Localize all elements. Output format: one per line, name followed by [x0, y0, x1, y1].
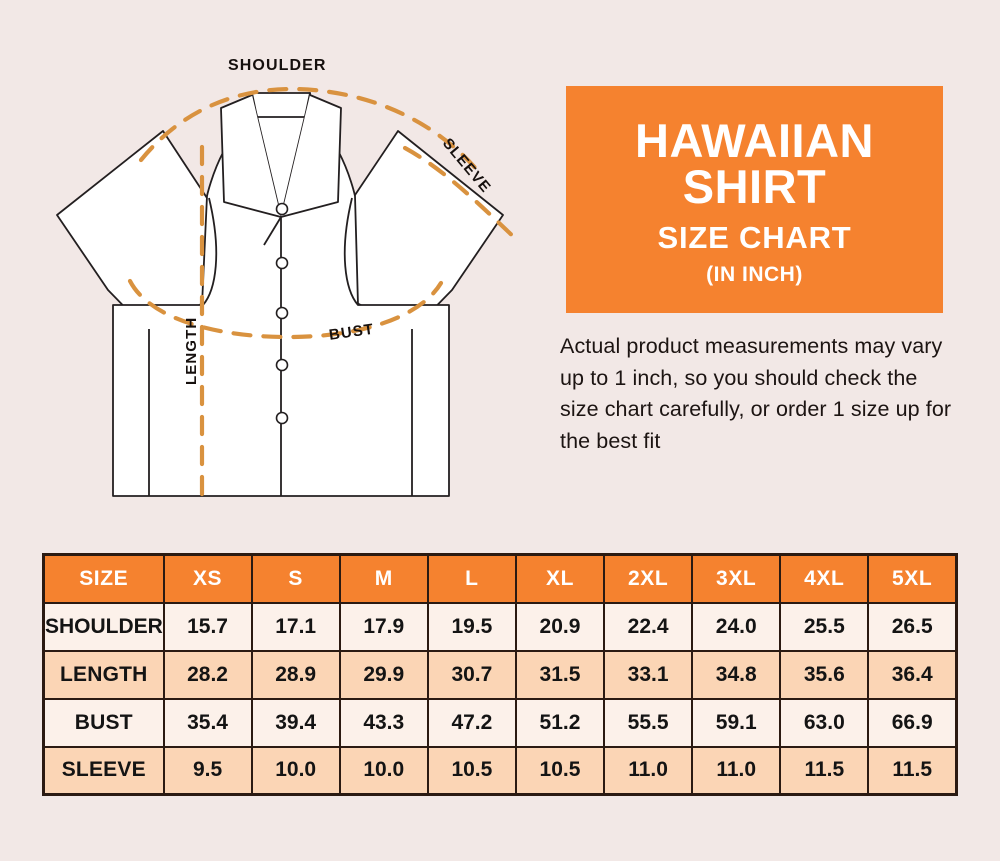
shirt-illustration	[56, 86, 520, 500]
button	[275, 411, 289, 425]
cell-length-4xl: 35.6	[779, 649, 870, 700]
cell-sleeve-5xl: 11.5	[867, 745, 958, 796]
button	[275, 306, 289, 320]
shoulder-label: SHOULDER	[228, 57, 327, 74]
left-armhole-seam	[202, 197, 218, 306]
button	[275, 256, 289, 270]
right-collar-fall	[280, 94, 342, 218]
cell-bust-m: 43.3	[338, 697, 429, 748]
length-label: LENGTH	[183, 316, 200, 385]
cell-length-5xl: 36.4	[867, 649, 958, 700]
row-label-sleeve: SLEEVE	[42, 745, 165, 796]
table-header: SIZE XS S M L XL 2XL 3XL 4XL 5XL	[42, 553, 958, 604]
table-body: SHOULDER 15.7 17.1 17.9 19.5 20.9 22.4 2…	[42, 601, 958, 796]
table-row: LENGTH 28.2 28.9 29.9 30.7 31.5 33.1 34.…	[42, 649, 958, 700]
cell-length-2xl: 33.1	[603, 649, 694, 700]
header-cell-s: S	[250, 553, 341, 604]
cell-length-l: 30.7	[426, 649, 517, 700]
row-label-bust: BUST	[42, 697, 165, 748]
cell-shoulder-xl: 20.9	[514, 601, 606, 652]
cell-shoulder-xs: 15.7	[162, 601, 253, 652]
title-unit: (IN INCH)	[706, 262, 803, 286]
cell-shoulder-s: 17.1	[250, 601, 341, 652]
button	[275, 202, 289, 216]
title-subtitle: SIZE CHART	[657, 219, 852, 255]
cell-bust-l: 47.2	[426, 697, 517, 748]
cell-bust-5xl: 66.9	[867, 697, 958, 748]
cell-shoulder-5xl: 26.5	[867, 601, 958, 652]
header-cell-xs: XS	[162, 553, 253, 604]
cell-bust-4xl: 63.0	[779, 697, 870, 748]
cell-shoulder-2xl: 22.4	[603, 601, 694, 652]
bust-guide-line	[127, 278, 444, 340]
sleeve-guide-line	[402, 145, 520, 243]
shoulder-guide-line	[138, 86, 485, 179]
size-table: SIZE XS S M L XL 2XL 3XL 4XL 5XL SHOULDE…	[42, 553, 958, 796]
table-row: SHOULDER 15.7 17.1 17.9 19.5 20.9 22.4 2…	[42, 601, 958, 652]
cell-sleeve-2xl: 11.0	[603, 745, 694, 796]
button-group	[275, 202, 289, 425]
cell-bust-xs: 35.4	[162, 697, 253, 748]
title-block: HAWAIIAN SHIRT SIZE CHART (IN INCH)	[566, 86, 943, 313]
cell-length-xs: 28.2	[162, 649, 253, 700]
cell-length-3xl: 34.8	[691, 649, 782, 700]
collar-stand	[251, 92, 311, 118]
title-line-2: SHIRT	[682, 160, 827, 213]
cell-shoulder-4xl: 25.5	[779, 601, 870, 652]
header-cell-l: L	[426, 553, 517, 604]
cell-length-m: 29.9	[338, 649, 429, 700]
button	[275, 358, 289, 372]
cell-bust-3xl: 59.1	[691, 697, 782, 748]
cell-shoulder-m: 17.9	[338, 601, 429, 652]
row-label-length: LENGTH	[42, 649, 165, 700]
row-label-shoulder: SHOULDER	[42, 601, 165, 652]
cell-sleeve-xs: 9.5	[162, 745, 253, 796]
cell-length-s: 28.9	[250, 649, 341, 700]
disclaimer-text: Actual product measurements may vary up …	[560, 334, 952, 453]
cell-sleeve-s: 10.0	[250, 745, 341, 796]
cell-sleeve-3xl: 11.0	[691, 745, 782, 796]
header-cell-4xl: 4XL	[779, 553, 870, 604]
table-header-row: SIZE XS S M L XL 2XL 3XL 4XL 5XL	[42, 553, 958, 604]
placket-fold	[263, 216, 282, 246]
cell-bust-xl: 51.2	[514, 697, 606, 748]
cell-sleeve-xl: 10.5	[514, 745, 606, 796]
header-cell-2xl: 2XL	[603, 553, 694, 604]
table-row: BUST 35.4 39.4 43.3 47.2 51.2 55.5 59.1 …	[42, 697, 958, 748]
header-cell-5xl: 5XL	[867, 553, 958, 604]
cell-sleeve-4xl: 11.5	[779, 745, 870, 796]
left-sleeve-shape	[56, 130, 216, 332]
cell-length-xl: 31.5	[514, 649, 606, 700]
cell-sleeve-l: 10.5	[426, 745, 517, 796]
cell-shoulder-3xl: 24.0	[691, 601, 782, 652]
header-cell-3xl: 3XL	[691, 553, 782, 604]
table-row: SLEEVE 9.5 10.0 10.0 10.5 10.5 11.0 11.0…	[42, 745, 958, 796]
cell-shoulder-l: 19.5	[426, 601, 517, 652]
header-cell-size: SIZE	[42, 553, 165, 604]
product-title: HAWAIIAN SHIRT	[635, 117, 874, 210]
cell-bust-s: 39.4	[250, 697, 341, 748]
shirt-diagram: SHOULDER SLEEVE BUST LENGTH	[0, 0, 560, 530]
cell-sleeve-m: 10.0	[338, 745, 429, 796]
right-armhole-seam	[343, 197, 359, 306]
title-line-1: HAWAIIAN	[635, 114, 874, 168]
size-table-container: SIZE XS S M L XL 2XL 3XL 4XL 5XL SHOULDE…	[42, 553, 958, 796]
header-cell-xl: XL	[514, 553, 606, 604]
left-collar-fall	[220, 94, 282, 218]
header-cell-m: M	[338, 553, 429, 604]
cell-bust-2xl: 55.5	[603, 697, 694, 748]
